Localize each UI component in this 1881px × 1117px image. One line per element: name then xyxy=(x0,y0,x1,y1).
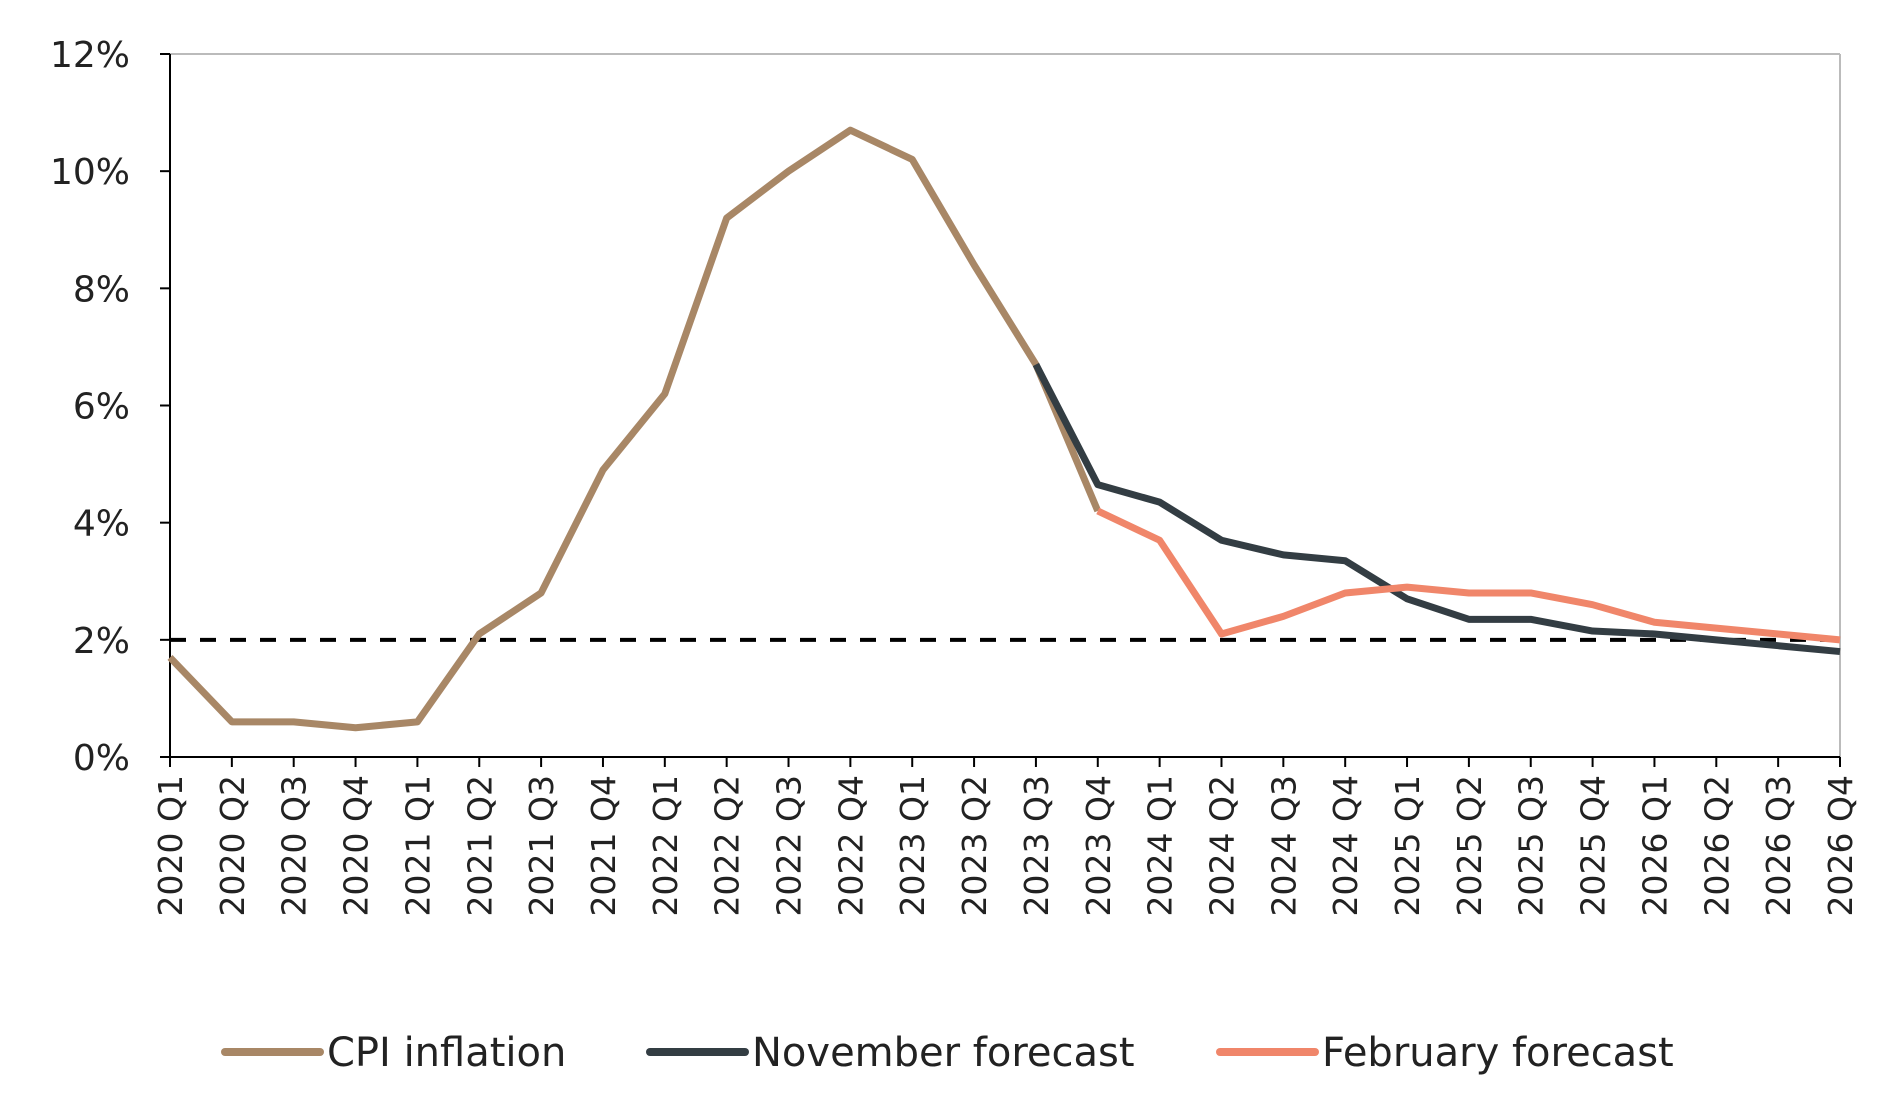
x-tick-label: 2024 Q3 xyxy=(1264,775,1303,916)
legend-label: CPI inflation xyxy=(327,1030,566,1076)
x-tick-label: 2024 Q1 xyxy=(1141,775,1180,916)
y-tick-label: 0% xyxy=(73,738,130,779)
x-tick-label: 2026 Q1 xyxy=(1635,775,1674,916)
x-tick-label: 2025 Q1 xyxy=(1388,775,1427,916)
y-tick-label: 8% xyxy=(73,269,130,310)
x-tick-label: 2024 Q2 xyxy=(1202,775,1241,916)
series-line xyxy=(167,126,1102,732)
x-tick-label: 2021 Q2 xyxy=(460,775,499,916)
x-tick-label: 2023 Q1 xyxy=(893,775,932,916)
x-tick-label: 2025 Q3 xyxy=(1512,775,1551,916)
x-tick-label: 2023 Q3 xyxy=(1017,775,1056,916)
legend-label: November forecast xyxy=(752,1030,1135,1076)
legend-label: February forecast xyxy=(1322,1030,1674,1076)
x-tick-label: 2020 Q4 xyxy=(337,775,376,916)
x-tick-label: 2025 Q4 xyxy=(1574,775,1613,916)
x-tick-label: 2026 Q3 xyxy=(1759,775,1798,916)
x-tick-label: 2025 Q2 xyxy=(1450,775,1489,916)
y-tick-label: 6% xyxy=(73,387,130,428)
x-tick-label: 2020 Q1 xyxy=(151,775,190,916)
x-tick-label: 2024 Q4 xyxy=(1326,775,1365,916)
x-tick-label: 2022 Q2 xyxy=(708,775,747,916)
x-tick-label: 2021 Q1 xyxy=(398,775,437,916)
x-tick-label: 2022 Q4 xyxy=(831,775,870,916)
x-tick-label: 2023 Q4 xyxy=(1079,775,1118,916)
x-tick-label: 2022 Q3 xyxy=(770,775,809,916)
y-tick-label: 4% xyxy=(73,504,130,545)
x-tick-label: 2021 Q4 xyxy=(584,775,623,916)
x-tick-label: 2021 Q3 xyxy=(522,775,561,916)
series-line xyxy=(1096,507,1841,644)
x-tick-label: 2020 Q3 xyxy=(275,775,314,916)
y-tick-label: 2% xyxy=(73,621,130,662)
y-tick-label: 10% xyxy=(50,152,130,193)
series-line xyxy=(1032,362,1841,656)
x-tick-label: 2023 Q2 xyxy=(955,775,994,916)
x-tick-label: 2026 Q4 xyxy=(1821,775,1860,916)
x-tick-label: 2022 Q1 xyxy=(646,775,685,916)
y-tick-label: 12% xyxy=(50,35,130,76)
x-tick-label: 2026 Q2 xyxy=(1697,775,1736,916)
x-tick-label: 2020 Q2 xyxy=(213,775,252,916)
